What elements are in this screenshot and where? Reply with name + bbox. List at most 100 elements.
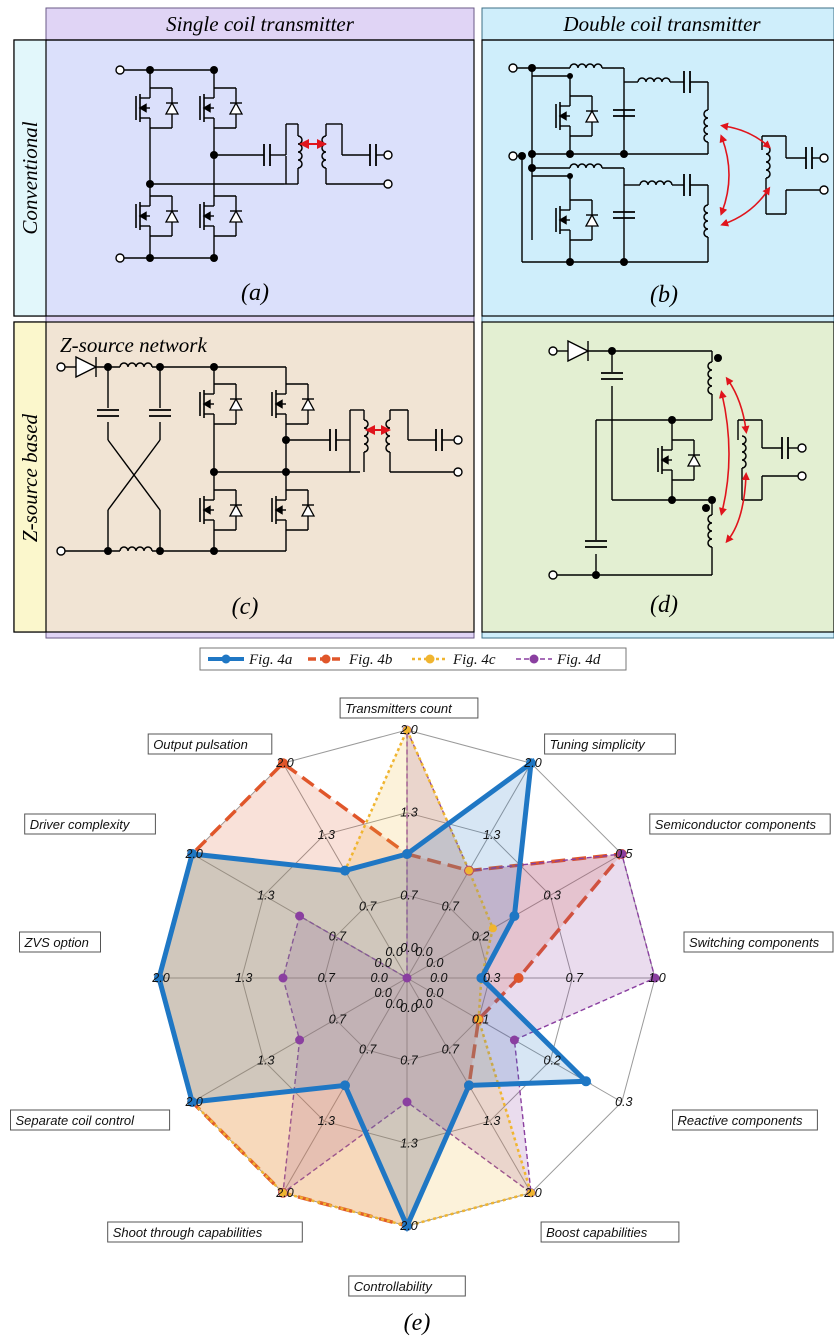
tick-label: 2.0 xyxy=(275,756,293,770)
circuit-c xyxy=(56,355,463,556)
circuit-b xyxy=(508,63,829,263)
panel-d-label: (d) xyxy=(650,592,678,618)
tick-label: 0.5 xyxy=(615,847,632,861)
svg-text:Reactive components: Reactive components xyxy=(678,1113,804,1128)
data-point xyxy=(513,973,524,983)
conventional-label-box xyxy=(13,39,47,317)
svg-text:Fig. 4c: Fig. 4c xyxy=(452,652,496,668)
tick-label: 2.0 xyxy=(275,1186,293,1200)
tick-label: 0.0 xyxy=(400,941,417,955)
panel-a-box xyxy=(13,39,475,317)
tick-label: 0.7 xyxy=(329,1012,347,1026)
coupling-arrows-b xyxy=(719,122,771,227)
tick-label: 0.0 xyxy=(385,945,402,959)
panel-c-box xyxy=(13,321,475,633)
data-point xyxy=(581,1076,591,1087)
tick-label: 1.3 xyxy=(400,806,417,820)
data-point xyxy=(340,865,350,876)
tick-label: 0.0 xyxy=(371,971,388,985)
data-point xyxy=(403,726,411,734)
data-point xyxy=(402,973,412,983)
circuit-a xyxy=(115,65,393,263)
panel-a-label: (a) xyxy=(241,280,269,306)
tick-label: 0.2 xyxy=(544,1054,561,1068)
topology-diagram: Single coil transmitter Double coil tran… xyxy=(13,7,834,639)
svg-text:Driver complexity: Driver complexity xyxy=(30,817,131,832)
data-point xyxy=(278,973,288,983)
data-point xyxy=(187,849,198,859)
radar-series xyxy=(154,725,660,1233)
tick-label: 0.0 xyxy=(375,986,392,1000)
tick-label: 0.0 xyxy=(415,945,432,959)
zsource-label-box xyxy=(13,321,47,633)
tick-label: 0.0 xyxy=(375,956,392,970)
data-point xyxy=(279,1188,287,1197)
data-point xyxy=(509,911,520,921)
tick-label: 1.3 xyxy=(257,1054,274,1068)
data-point xyxy=(617,849,627,859)
tick-label: 0.7 xyxy=(442,1043,460,1057)
tick-label: 2.0 xyxy=(185,847,203,861)
svg-text:Transmitters count: Transmitters count xyxy=(345,701,453,716)
double-coil-header: Double coil transmitter xyxy=(562,12,761,36)
data-point xyxy=(402,1097,412,1107)
tick-label: 1.3 xyxy=(400,1136,417,1150)
single-coil-header: Single coil transmitter xyxy=(166,12,355,36)
axis-label: Output pulsation xyxy=(147,733,273,755)
svg-text:Fig. 4d: Fig. 4d xyxy=(556,652,601,668)
axis-label: Boost capabilities xyxy=(540,1221,680,1243)
tick-label: 0.7 xyxy=(329,930,347,944)
axis-label: Switching components xyxy=(683,931,834,953)
axis-label: Semiconductor components xyxy=(649,813,831,835)
data-point xyxy=(465,866,473,875)
legend-item: Fig. 4c xyxy=(412,652,496,668)
tick-label: 0.0 xyxy=(385,997,402,1011)
zsource-network-label: Z-source network xyxy=(60,333,207,357)
tick-label: 0.2 xyxy=(472,930,489,944)
data-point xyxy=(187,1097,198,1107)
tick-label: 1.0 xyxy=(648,971,665,985)
svg-text:Separate coil control: Separate coil control xyxy=(16,1113,136,1128)
data-point xyxy=(476,973,487,983)
tick-label: 1.3 xyxy=(257,888,274,902)
axis-label: ZVS option xyxy=(19,931,101,953)
tick-label: 0.7 xyxy=(400,1054,418,1068)
panel-b-label: (b) xyxy=(650,282,678,308)
svg-text:Output pulsation: Output pulsation xyxy=(153,737,248,752)
svg-text:Shoot through capabilities: Shoot through capabilities xyxy=(113,1225,263,1240)
tick-label: 2.0 xyxy=(185,1095,203,1109)
data-point xyxy=(464,1080,474,1091)
panel-e-label: (e) xyxy=(404,1310,431,1336)
data-point xyxy=(650,973,660,983)
tick-label: 0.7 xyxy=(400,888,418,902)
tick-label: 2.0 xyxy=(523,1186,541,1200)
svg-text:Tuning simplicity: Tuning simplicity xyxy=(550,737,647,752)
zsource-label: Z-source based xyxy=(18,413,42,542)
data-point xyxy=(295,1035,305,1045)
tick-label: 2.0 xyxy=(399,1219,417,1233)
radar-ticks: 0.00.71.32.00.00.71.32.00.00.20.30.50.0 0… xyxy=(151,723,665,1233)
tick-label: 0.3 xyxy=(483,971,500,985)
axis-label: Transmitters count xyxy=(339,697,479,719)
tick-label: 0.7 xyxy=(442,899,460,913)
coupling-arrows-d xyxy=(718,376,750,544)
axis-label: Shoot through capabilities xyxy=(107,1221,303,1243)
tick-label: 1.3 xyxy=(235,971,252,985)
axis-label: Tuning simplicity xyxy=(544,733,676,755)
tick-label: 1.3 xyxy=(483,828,500,842)
tick-label: 0.7 xyxy=(359,899,377,913)
data-point xyxy=(154,973,164,983)
legend-item: Fig. 4d xyxy=(516,652,601,668)
data-point xyxy=(488,924,497,933)
tick-label: 0.3 xyxy=(615,1095,632,1109)
tick-label: 0.7 xyxy=(318,971,336,985)
svg-text:Fig. 4b: Fig. 4b xyxy=(348,652,393,668)
tick-label: 0.0 xyxy=(426,956,443,970)
legend-item: Fig. 4a xyxy=(208,652,292,668)
tick-label: 1.3 xyxy=(318,1114,335,1128)
tick-label: 1.3 xyxy=(318,828,335,842)
chart-legend: Fig. 4a Fig. 4b Fig. 4c Fig. 4d xyxy=(199,647,627,671)
tick-label: 0.0 xyxy=(430,971,447,985)
axis-label: Separate coil control xyxy=(10,1109,171,1131)
panel-b-box xyxy=(481,39,834,317)
